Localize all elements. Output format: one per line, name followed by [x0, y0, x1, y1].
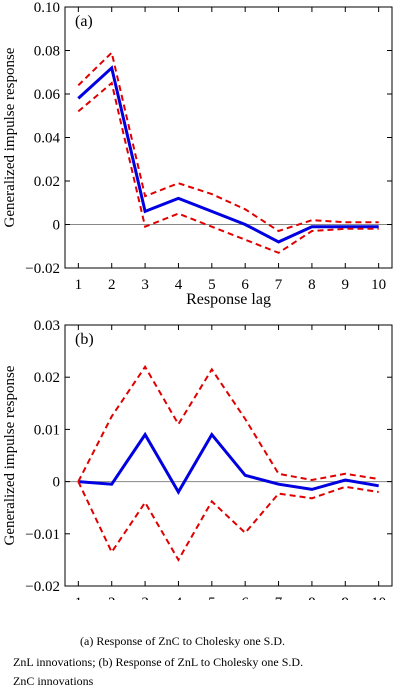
- figure-caption-line-1: (a) Response of ZnC to Cholesky one S.D.: [80, 634, 285, 648]
- panel-a-x-tick-label: 1: [75, 277, 83, 293]
- panel-a-response-line: [77, 65, 379, 244]
- panel-b-upper-band-line: [77, 364, 379, 483]
- panel-a-y-tick-label: 0.02: [34, 174, 60, 190]
- panel-a-x-tick-label: 5: [208, 277, 216, 293]
- panel-b-y-tick-label: 0.03: [34, 318, 60, 334]
- panel-b-label: (b): [75, 331, 94, 348]
- panel-a-x-axis-label: Response lag: [186, 291, 271, 308]
- panel-a-label: (a): [75, 13, 93, 30]
- panel-b-x-tick-label: 10: [371, 595, 386, 600]
- panel-a-x-tick-label: 10: [371, 277, 386, 293]
- panel-b-x-tick-label: 2: [108, 595, 116, 600]
- panel-b-x-tick-label: 1: [75, 595, 83, 600]
- panel-a-x-tick-label: 2: [108, 277, 116, 293]
- panel-b-x-tick-label: 4: [175, 595, 183, 600]
- panel-a-x-tick-label: 9: [342, 277, 350, 293]
- panel-b-y-tick-label: −0.02: [25, 579, 60, 595]
- figure-caption-line-2: ZnL innovations; (b) Response of ZnL to …: [13, 655, 304, 669]
- panel-b-x-tick-label: 8: [308, 595, 316, 600]
- panel-b-x-tick-label: 7: [275, 595, 283, 600]
- panel-a-y-tick-label: 0.10: [34, 0, 60, 16]
- panel-a-lower-band-line: [77, 81, 379, 254]
- panel-a-y-tick-label: 0.08: [34, 44, 60, 60]
- panel-a-x-tick-label: 6: [241, 277, 249, 293]
- panel-a-x-tick-label: 3: [141, 277, 149, 293]
- panel-a-y-tick-label: 0.04: [34, 131, 61, 147]
- panel-b-y-tick-label: −0.01: [25, 527, 60, 543]
- panel-b-y-tick-label: 0.02: [34, 370, 60, 386]
- panel-a-x-tick-label: 8: [308, 277, 316, 293]
- panel-a-x-tick-label: 7: [275, 277, 283, 293]
- panel-b-x-tick-label: 3: [141, 595, 149, 600]
- panel-b-x-tick-label: 6: [241, 595, 249, 600]
- panel-b-response-line: [78, 431, 379, 495]
- panel-a-y-axis-label: Generalized impulse response: [2, 47, 18, 227]
- panel-b-y-tick-label: 0.01: [34, 422, 60, 438]
- panel-a-y-tick-label: 0: [53, 218, 61, 234]
- panel-b-y-axis-label: Generalized impulse response: [2, 365, 18, 545]
- panel-a-y-tick-label: 0.06: [34, 87, 61, 103]
- panel-b-lower-band-line: [77, 481, 379, 562]
- panel-b-y-tick-label: 0: [53, 475, 61, 491]
- panel-a-x-tick-label: 4: [175, 277, 183, 293]
- panel-b-plot-frame: [64, 324, 393, 587]
- panel-b-x-tick-label: 9: [342, 595, 350, 600]
- panel-b-x-tick-label: 5: [208, 595, 216, 600]
- figure-caption-line-3: ZnC innovations: [13, 674, 94, 688]
- panel-a-upper-band-line: [77, 50, 379, 233]
- panel-a-y-tick-label: −0.02: [25, 261, 60, 277]
